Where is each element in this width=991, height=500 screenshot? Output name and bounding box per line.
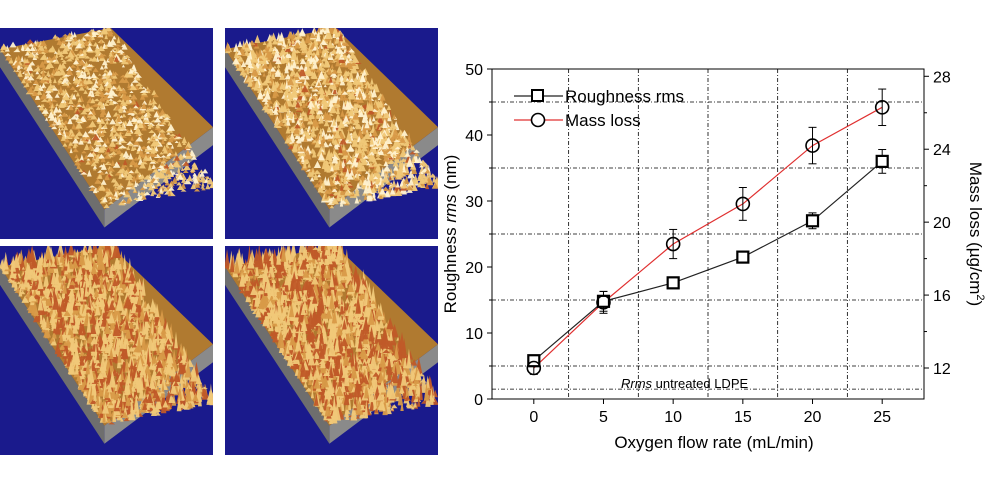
x-axis-ticks: 0 5 10 15 20 25 [529, 399, 891, 426]
x-tick-label: 0 [529, 409, 538, 426]
y2-axis-label: Mass loss (µg/cm2) [966, 162, 986, 306]
x-tick-label: 25 [873, 409, 891, 426]
mass-loss-point [526, 360, 542, 376]
roughness-point [666, 276, 680, 290]
roughness-point [736, 250, 750, 264]
error-bar [808, 126, 817, 165]
roughness-point [805, 214, 820, 228]
legend-roughness-label: Roughness rms [565, 87, 684, 106]
left-axis-ticks: 0 10 20 30 40 50 [465, 62, 492, 409]
legend-circle-marker [530, 112, 546, 128]
error-bar [669, 228, 678, 260]
mass-loss-point [805, 138, 820, 153]
afm-surface-image-top-right [225, 28, 438, 239]
y2-tick-label: 20 [933, 215, 951, 232]
y2-tick-label: 12 [933, 361, 951, 378]
series-markers [526, 88, 890, 376]
legend-massloss-label: Mass loss [565, 111, 641, 130]
series-lines [533, 106, 883, 369]
afm-surface-image-bottom-right [225, 246, 438, 455]
mass-loss-point [665, 236, 681, 252]
annotation-untreated-ldpe: Rrms untreated LDPE [621, 376, 748, 391]
series-line-mass-loss [533, 106, 883, 369]
y2-tick-label: 16 [933, 288, 951, 305]
x-tick-label: 10 [664, 409, 682, 426]
y-tick-label: 20 [465, 260, 483, 277]
y2-tick-label: 24 [933, 142, 951, 159]
error-bar [878, 88, 887, 127]
y-tick-label: 40 [465, 128, 483, 145]
x-tick-label: 5 [599, 409, 608, 426]
mass-loss-point [596, 295, 611, 310]
y-axis-label: Roughness rms (nm) [441, 155, 460, 314]
roughness-massloss-chart: 0 10 20 30 40 50 12 16 20 24 28 0 5 10 15 20 25 Rrms u… [441, 62, 986, 452]
mass-loss-point [874, 99, 890, 115]
y-tick-label: 30 [465, 194, 483, 211]
x-tick-label: 15 [734, 409, 752, 426]
legend-square-marker [531, 89, 544, 102]
y-tick-label: 50 [465, 62, 483, 79]
afm-surface-image-top-left [0, 28, 213, 239]
roughness-point [875, 154, 889, 169]
mass-loss-point [735, 196, 751, 212]
grid-lines [492, 69, 924, 399]
x-axis-label: Oxygen flow rate (mL/min) [614, 433, 813, 452]
y-tick-label: 10 [465, 326, 483, 343]
legend: Roughness rms Mass loss [514, 87, 684, 130]
x-tick-label: 20 [804, 409, 822, 426]
series-line-roughness [533, 160, 883, 362]
right-axis-ticks: 12 16 20 24 28 [924, 69, 951, 378]
y-tick-label: 0 [474, 392, 483, 409]
afm-surface-image-bottom-left [0, 246, 213, 455]
error-bar [738, 187, 747, 221]
y2-tick-label: 28 [933, 69, 951, 86]
